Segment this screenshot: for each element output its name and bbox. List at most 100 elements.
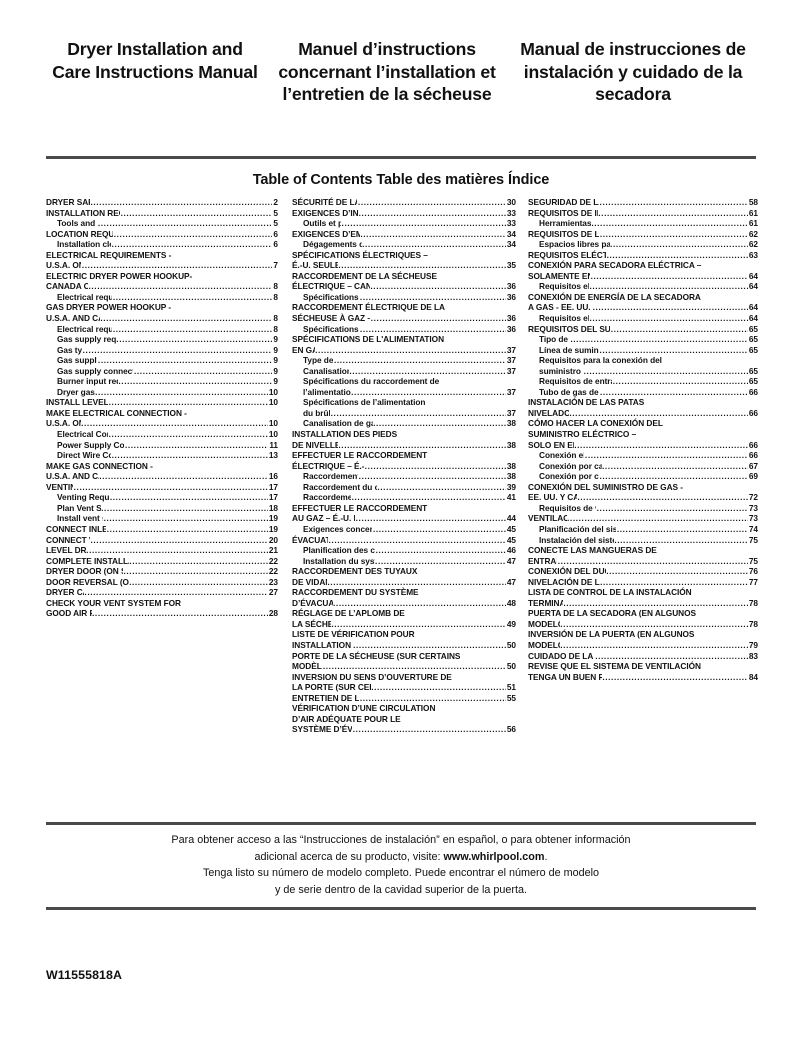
toc-entry[interactable]: É.-U. SEULEMENT.........................… [292, 260, 516, 271]
toc-entry[interactable]: EFFECTUER LE RACCORDEMENT...............… [292, 503, 516, 514]
toc-entry[interactable]: Conexión eléctrica......................… [528, 450, 758, 461]
toc-entry[interactable]: Exigences concernant l’évacuation.......… [292, 524, 516, 535]
toc-entry[interactable]: DRYER CARE..............................… [46, 587, 278, 598]
toc-entry[interactable]: Outils et pièces........................… [292, 218, 516, 229]
toc-entry[interactable]: Installation clearances.................… [46, 239, 278, 250]
toc-entry[interactable]: SUMINISTRO ELÉCTRICO –..................… [528, 429, 758, 440]
toc-entry[interactable]: REVISE QUE EL SISTEMA DE VENTILACIÓN....… [528, 661, 758, 672]
toc-entry[interactable]: MAKE ELECTRICAL CONNECTION -............… [46, 408, 278, 419]
toc-entry[interactable]: Gas supply line.........................… [46, 355, 278, 366]
toc-entry[interactable]: Plan Vent System........................… [46, 503, 278, 514]
toc-entry[interactable]: Raccordement du câble d’alimentation....… [292, 482, 516, 493]
toc-entry[interactable]: DRYER SAFETY............................… [46, 197, 278, 208]
toc-entry[interactable]: MODELOS)................................… [528, 640, 758, 651]
toc-entry[interactable]: Línea de suministro de gas..............… [528, 345, 758, 356]
toc-entry[interactable]: Planificación del sistema de ventilación… [528, 524, 758, 535]
toc-entry[interactable]: LA PORTE (SUR CERTAINS MODÈLES).........… [292, 682, 516, 693]
toc-entry[interactable]: SPÉCIFICATIONS ÉLECTRIQUES –............… [292, 250, 516, 261]
toc-entry[interactable]: Tubo de gas de la secadora..............… [528, 387, 758, 398]
toc-entry[interactable]: Gas supply requirements.................… [46, 334, 278, 345]
toc-entry[interactable]: RACCORDEMENT DU SYSTÈME.................… [292, 587, 516, 598]
toc-entry[interactable]: U.S.A. ONLY.............................… [46, 418, 278, 429]
toc-entry[interactable]: Dryer gas pipe..........................… [46, 387, 278, 398]
toc-entry[interactable]: MAKE GAS CONNECTION -...................… [46, 461, 278, 472]
toc-entry[interactable]: LEVEL DRYER.............................… [46, 545, 278, 556]
toc-entry[interactable]: INSTALL LEVELING LEGS...................… [46, 397, 278, 408]
toc-entry[interactable]: A GAS - EE. UU. Y CANADÁ................… [528, 302, 758, 313]
toc-entry[interactable]: INSTALLATION DES PIEDS..................… [292, 429, 516, 440]
toc-entry[interactable]: D’ÉVACUATION............................… [292, 598, 516, 609]
toc-entry[interactable]: Spécifications du raccordement de.......… [292, 376, 516, 387]
toc-entry[interactable]: du brûleur..............................… [292, 408, 516, 419]
toc-entry[interactable]: CONNECT INLET HOSES.....................… [46, 524, 278, 535]
toc-entry[interactable]: Gas type................................… [46, 345, 278, 356]
toc-entry[interactable]: MODELOS)................................… [528, 619, 758, 630]
toc-entry[interactable]: Raccordement électrique.................… [292, 471, 516, 482]
toc-entry[interactable]: EXIGENCES D’INSTALLATION................… [292, 208, 516, 219]
toc-entry[interactable]: EXIGENCES D’EMPLACEMENT.................… [292, 229, 516, 240]
toc-entry[interactable]: ÉLECTRIQUE – CANADA SEULEMENT...........… [292, 281, 516, 292]
toc-entry[interactable]: VÉRIFICATION D’UNE CIRCULATION..........… [292, 703, 516, 714]
toc-entry[interactable]: RACCORDEMENT ÉLECTRIQUE DE LA...........… [292, 302, 516, 313]
toc-entry[interactable]: U.S.A. AND CANADA.......................… [46, 471, 278, 482]
toc-entry[interactable]: AU GAZ – É.-U. ET CANADA................… [292, 513, 516, 524]
toc-entry[interactable]: SYSTÈME D’ÉVACUATION....................… [292, 724, 516, 735]
toc-entry[interactable]: INSTALLATION TERMINÉE...................… [292, 640, 516, 651]
toc-entry[interactable]: INSTALACIÓN DE LAS PATAS................… [528, 397, 758, 408]
whirlpool-website[interactable]: www.whirlpool.com [443, 850, 545, 863]
toc-entry[interactable]: Electrical requirements.................… [46, 324, 278, 335]
toc-entry[interactable]: DE NIVELLEMENT..........................… [292, 440, 516, 451]
toc-entry[interactable]: Requisitos para la conexión del.........… [528, 355, 758, 366]
toc-entry[interactable]: TERMINADA...............................… [528, 598, 758, 609]
toc-entry[interactable]: EE. UU. Y CANADÁ........................… [528, 492, 758, 503]
toc-entry[interactable]: INVERSION DU SENS D’OUVERTURE DE........… [292, 672, 516, 683]
toc-entry[interactable]: PORTE DE LA SÉCHEUSE (SUR CERTAINS......… [292, 651, 516, 662]
toc-entry[interactable]: DRYER DOOR (ON SOME MODELS).............… [46, 566, 278, 577]
toc-entry[interactable]: Instalación del sistema de ventilación..… [528, 535, 758, 546]
toc-entry[interactable]: Requisitos eléctricos...................… [528, 281, 758, 292]
toc-entry[interactable]: ELECTRIC DRYER POWER HOOKUP-............… [46, 271, 278, 282]
toc-entry[interactable]: SÉCHEUSE À GAZ – É.-U. ET CANADA........… [292, 313, 516, 324]
toc-entry[interactable]: ÉVACUATION..............................… [292, 535, 516, 546]
toc-entry[interactable]: Electrical Connection...................… [46, 429, 278, 440]
toc-entry[interactable]: REQUISITOS DE INSTALACIÓN...............… [528, 208, 758, 219]
toc-entry[interactable]: CONEXIÓN DE ENERGÍA DE LA SECADORA......… [528, 292, 758, 303]
toc-entry[interactable]: RACCORDEMENT DE LA SÉCHEUSE.............… [292, 271, 516, 282]
toc-entry[interactable]: Herramientas y piezas...................… [528, 218, 758, 229]
toc-entry[interactable]: PUERTA DE LA SECADORA (EN ALGUNOS.......… [528, 608, 758, 619]
toc-entry[interactable]: Direct Wire Connection..................… [46, 450, 278, 461]
toc-entry[interactable]: Requisitos eléctricos...................… [528, 313, 758, 324]
toc-entry[interactable]: TENGA UN BUEN FLUJO DE AIRE.............… [528, 672, 758, 683]
toc-entry[interactable]: Tipo de gas.............................… [528, 334, 758, 345]
toc-entry[interactable]: ÉLECTRIQUE – É.-U. SEULEMENT............… [292, 461, 516, 472]
toc-entry[interactable]: REQUISITOS ELÉCTRICOS – EE. UU..........… [528, 250, 758, 261]
toc-entry[interactable]: Gas supply connection requirements......… [46, 366, 278, 377]
toc-entry[interactable]: CÓMO HACER LA CONEXIÓN DEL..............… [528, 418, 758, 429]
toc-entry[interactable]: Canalisation de gaz.....................… [292, 366, 516, 377]
toc-entry[interactable]: Burner input requirements...............… [46, 376, 278, 387]
toc-entry[interactable]: Canalisation de gaz de la sécheuse......… [292, 418, 516, 429]
toc-entry[interactable]: GAS DRYER POWER HOOKUP -................… [46, 302, 278, 313]
toc-entry[interactable]: SPÉCIFICATIONS DE L'ALIMENTATION........… [292, 334, 516, 345]
toc-entry[interactable]: LA SÉCHEUSE.............................… [292, 619, 516, 630]
toc-entry[interactable]: CHECK YOUR VENT SYSTEM FOR..............… [46, 598, 278, 609]
toc-entry[interactable]: CANADA ONLY.............................… [46, 281, 278, 292]
toc-entry[interactable]: EFFECTUER LE RACCORDEMENT...............… [292, 450, 516, 461]
toc-entry[interactable]: Requisitos de ventilación...............… [528, 503, 758, 514]
toc-entry[interactable]: INVERSIÓN DE LA PUERTA (EN ALGUNOS......… [528, 629, 758, 640]
toc-entry[interactable]: NIVELADORAS.............................… [528, 408, 758, 419]
toc-entry[interactable]: RÉGLAGE DE L’APLOMB DE..................… [292, 608, 516, 619]
toc-entry[interactable]: ENTRETIEN DE LA SÉCHEUSE................… [292, 693, 516, 704]
toc-entry[interactable]: CONEXIÓN DEL SUMINISTRO DE GAS -........… [528, 482, 758, 493]
toc-entry[interactable]: Install vent system.....................… [46, 513, 278, 524]
toc-entry[interactable]: CONEXIÓN DEL DUCTO DE ESCAPE............… [528, 566, 758, 577]
toc-entry[interactable]: SÉCURITÉ DE LA SÉCHEUSE.................… [292, 197, 516, 208]
toc-entry[interactable]: SEGURIDAD DE LA SECADORA................… [528, 197, 758, 208]
toc-entry[interactable]: Venting Requirements....................… [46, 492, 278, 503]
toc-entry[interactable]: EN GAZ..................................… [292, 345, 516, 356]
toc-entry[interactable]: ELECTRICAL REQUIREMENTS -...............… [46, 250, 278, 261]
toc-entry[interactable]: DOOR REVERSAL (ON SOME MODELS)..........… [46, 577, 278, 588]
toc-entry[interactable]: Raccordement direct.....................… [292, 492, 516, 503]
toc-entry[interactable]: l’alimentation en gaz...................… [292, 387, 516, 398]
toc-entry[interactable]: Type de gaz.............................… [292, 355, 516, 366]
